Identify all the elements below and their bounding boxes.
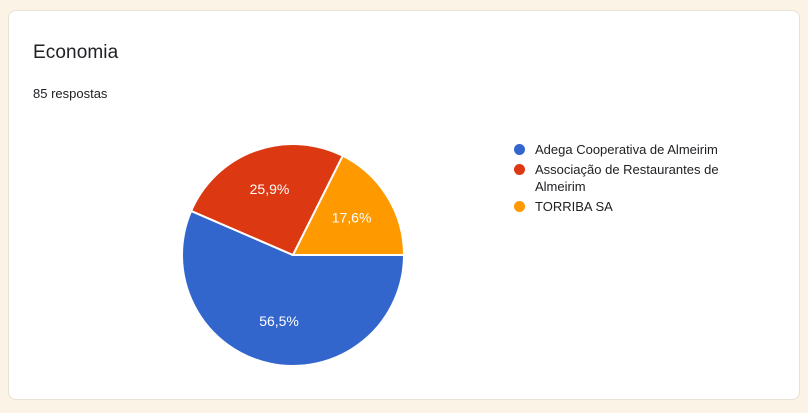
pie-slice-torriba[interactable] — [291, 154, 405, 256]
pie-slice-associacao[interactable] — [189, 143, 345, 257]
pie-slice-label-torriba: 17,6% — [332, 210, 372, 226]
legend-color-swatch-icon — [514, 201, 525, 212]
legend-item-adega[interactable]: Adega Cooperativa de Almeirim — [514, 141, 784, 158]
pie-chart: 56,5% 25,9% 17,6% — [181, 143, 405, 367]
pie-slice-adega[interactable] — [181, 209, 405, 367]
pie-slice-labels: 56,5% 25,9% 17,6% — [250, 181, 372, 329]
pie-slice-label-associacao: 25,9% — [250, 181, 290, 197]
page-title: Economia — [33, 42, 119, 63]
legend-color-swatch-icon — [514, 144, 525, 155]
pie-slice-label-adega: 56,5% — [259, 313, 299, 329]
legend-item-label: Adega Cooperativa de Almeirim — [535, 142, 718, 157]
legend-item-torriba[interactable]: TORRIBA SA — [514, 198, 784, 215]
chart-legend: Adega Cooperativa de Almeirim Associação… — [514, 141, 784, 218]
pie-slices — [181, 143, 405, 367]
response-count: 85 respostas — [33, 86, 108, 101]
legend-item-label: TORRIBA SA — [535, 199, 613, 214]
pie-chart-svg: 56,5% 25,9% 17,6% — [181, 143, 405, 367]
legend-color-swatch-icon — [514, 164, 525, 175]
legend-item-label: Associação de Restaurantes de Almeirim — [535, 162, 719, 194]
pie-chart-area: 56,5% 25,9% 17,6% Adega Cooperativa de A… — [9, 111, 799, 399]
legend-item-associacao[interactable]: Associação de Restaurantes de Almeirim — [514, 161, 784, 195]
question-result-card: Economia 85 respostas 56,5% 25,9% 17,6% — [8, 10, 800, 400]
